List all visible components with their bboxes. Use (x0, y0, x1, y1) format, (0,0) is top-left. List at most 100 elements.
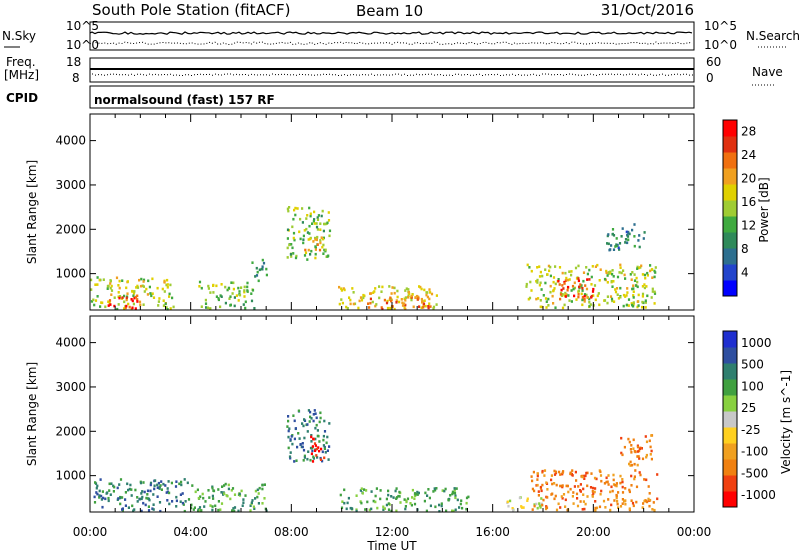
heatmap-cell (167, 480, 170, 483)
heatmap-cell (551, 492, 554, 496)
heatmap-cell (422, 304, 425, 308)
heatmap-cell (563, 303, 566, 307)
heatmap-cell (319, 222, 322, 225)
heatmap-cell (110, 293, 113, 296)
heatmap-cell (545, 300, 548, 303)
heatmap-cell (391, 286, 394, 289)
heatmap-cell (610, 485, 613, 489)
heatmap-cell (124, 491, 127, 494)
heatmap-cell (314, 245, 317, 248)
heatmap-cell (379, 489, 382, 492)
heatmap-cell (193, 506, 196, 509)
heatmap-cell (302, 424, 305, 428)
heatmap-cell (316, 243, 319, 246)
heatmap-cell (632, 287, 635, 290)
heatmap-cell (303, 436, 306, 440)
heatmap-cell (387, 508, 391, 511)
heatmap-cell (157, 304, 160, 307)
heatmap-cell (123, 294, 126, 298)
heatmap-cell (561, 284, 564, 287)
heatmap-cell (621, 498, 624, 501)
heatmap-cell (636, 305, 639, 309)
heatmap-cell (606, 301, 609, 305)
heatmap-cell (533, 503, 536, 506)
colorbar-tick-label: 500 (741, 358, 764, 372)
heatmap-cell (426, 494, 429, 497)
heatmap-cell (421, 301, 424, 304)
heatmap-cell (577, 264, 580, 268)
heatmap-cell (565, 276, 568, 280)
heatmap-cell (322, 229, 325, 233)
heatmap-cell (568, 299, 571, 302)
heatmap-cell (567, 294, 570, 297)
heatmap-cell (530, 269, 533, 273)
colorbar-segment (723, 232, 737, 249)
heatmap-cell (426, 295, 429, 299)
heatmap-cell (314, 444, 317, 447)
heatmap-cell (579, 490, 582, 493)
heatmap-cell (206, 306, 209, 310)
heatmap-cell (594, 500, 597, 503)
heatmap-cell (609, 508, 612, 512)
heatmap-cell (614, 245, 617, 248)
heatmap-cell (293, 460, 296, 463)
heatmap-cell (360, 501, 363, 505)
heatmap-cell (370, 507, 373, 511)
heatmap-cell (220, 295, 223, 298)
heatmap-cell (591, 490, 594, 493)
heatmap-cell (162, 482, 165, 486)
heatmap-cell (398, 495, 401, 498)
heatmap-cell (382, 508, 385, 511)
heatmap-cell (292, 252, 295, 255)
colorbar-tick-label: 16 (741, 195, 756, 209)
heatmap-cell (522, 506, 525, 509)
heatmap-cell (600, 479, 603, 483)
heatmap-cell (391, 305, 394, 308)
heatmap-cell (261, 258, 264, 262)
heatmap-cell (420, 297, 423, 301)
heatmap-cell (352, 302, 355, 306)
heatmap-cell (306, 430, 309, 433)
heatmap-cell (257, 279, 260, 283)
heatmap-cell (168, 295, 171, 298)
velocity-heatmap-cells (93, 409, 659, 513)
heatmap-cell (465, 507, 468, 511)
heatmap-cell (613, 499, 616, 502)
heatmap-cell (412, 305, 415, 309)
heatmap-cell (429, 504, 432, 508)
heatmap-cell (286, 237, 289, 240)
heatmap-cell (636, 455, 639, 458)
heatmap-cell (180, 483, 183, 487)
heatmap-cell (360, 298, 364, 302)
heatmap-cell (453, 491, 457, 495)
heatmap-cell (619, 266, 622, 269)
heatmap-cell (100, 498, 103, 501)
heatmap-cell (166, 499, 169, 502)
heatmap-cell (99, 478, 102, 481)
heatmap-cell (567, 285, 570, 289)
heatmap-cell (592, 492, 595, 495)
heatmap-cell (624, 241, 627, 244)
heatmap-cell (645, 440, 649, 444)
heatmap-cell (233, 509, 236, 513)
heatmap-cell (142, 278, 146, 282)
heatmap-cell (618, 242, 622, 245)
heatmap-cell (653, 290, 656, 294)
heatmap-cell (633, 273, 636, 276)
heatmap-cell (638, 266, 641, 270)
heatmap-cell (558, 470, 561, 474)
heatmap-cell (541, 469, 544, 473)
x-tick-label: 20:00 (576, 525, 611, 539)
heatmap-cell (610, 244, 613, 247)
heatmap-cell (559, 506, 562, 509)
heatmap-cell (372, 291, 375, 294)
heatmap-cell (630, 444, 633, 447)
nave-tick-high: 60 (706, 55, 721, 69)
heatmap-cell (561, 484, 564, 487)
heatmap-cell (626, 287, 629, 290)
heatmap-cell (552, 276, 556, 279)
heatmap-cell (545, 481, 548, 484)
heatmap-cell (374, 287, 377, 290)
heatmap-cell (171, 296, 174, 300)
heatmap-cell (149, 489, 152, 493)
